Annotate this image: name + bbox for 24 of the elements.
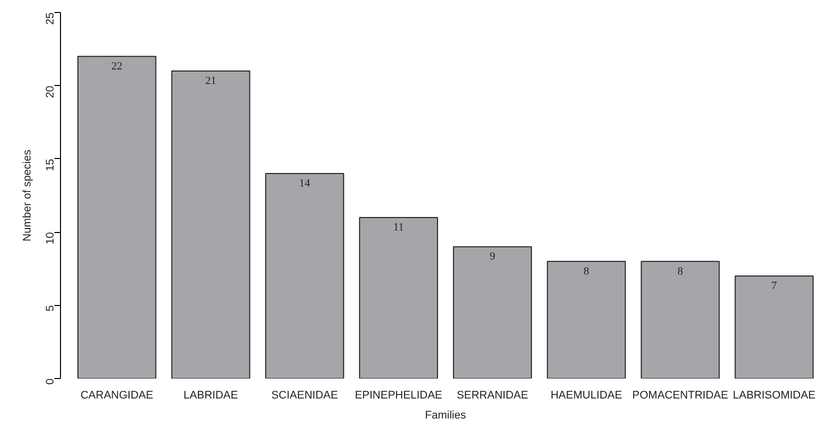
data-label: 7 xyxy=(771,280,778,292)
x-tick-label: HAEMULIDAE xyxy=(550,390,622,402)
y-axis-title: Number of species xyxy=(22,149,34,242)
data-label: 9 xyxy=(490,250,496,263)
x-tick-label: LABRIDAE xyxy=(184,390,238,402)
data-label: 8 xyxy=(678,265,684,278)
data-label: 11 xyxy=(393,221,404,234)
x-tick-label: LABRISOMIDAE xyxy=(732,390,816,402)
y-tick-label: 20 xyxy=(44,86,56,98)
x-axis-title: Families xyxy=(425,410,466,422)
data-label: 22 xyxy=(111,60,122,72)
x-tick-label: SERRANIDAE xyxy=(456,390,528,402)
data-label: 14 xyxy=(299,178,311,190)
x-tick-label: SCIAENIDAE xyxy=(271,390,338,402)
y-tick-label: 5 xyxy=(44,305,56,312)
y-tick-label: 0 xyxy=(44,378,56,385)
data-label: 21 xyxy=(205,75,216,88)
y-tick-label: 10 xyxy=(44,232,56,244)
y-tick-label: 25 xyxy=(44,12,56,25)
y-tick-label: 15 xyxy=(44,158,56,172)
x-tick-label: CARANGIDAE xyxy=(80,390,154,402)
x-tick-label: POMACENTRIDAE xyxy=(632,390,728,402)
data-label: 8 xyxy=(584,265,590,278)
x-tick-label: EPINEPHELIDAE xyxy=(354,390,442,402)
